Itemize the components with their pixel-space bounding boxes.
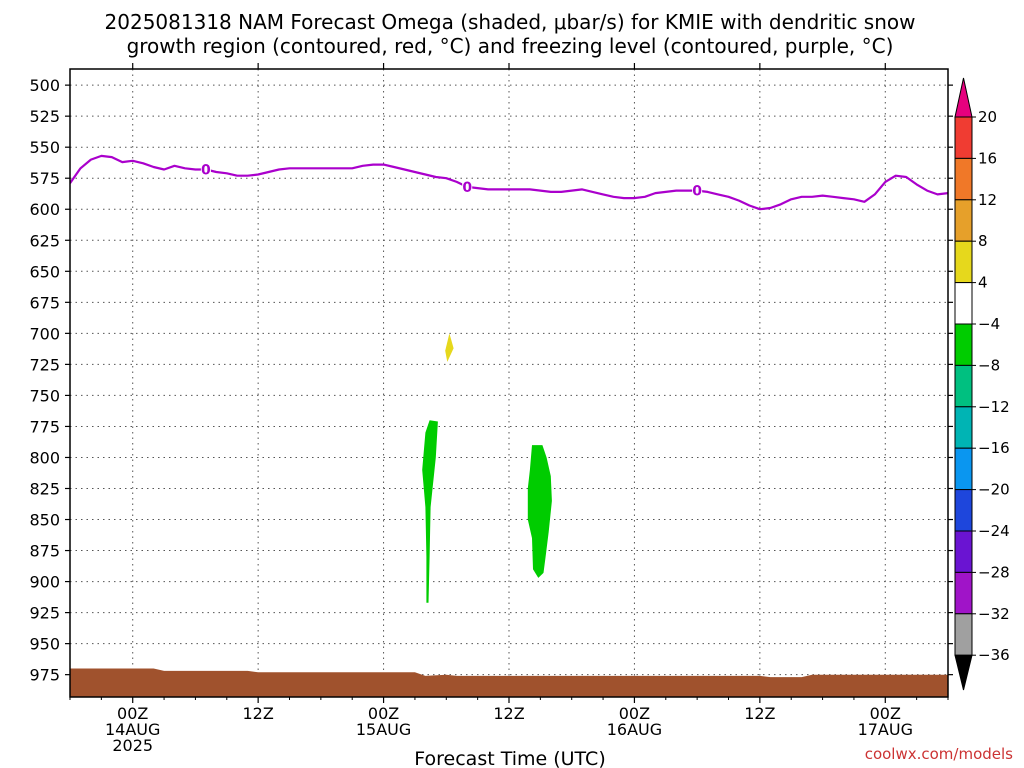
y-tick-label: 975 [29, 666, 60, 685]
y-tick-label: 625 [29, 231, 60, 250]
x-tick-label: 16AUG [607, 720, 662, 739]
x-tick-label: 2025 [112, 736, 153, 755]
x-tick-label: 00Z [368, 704, 399, 723]
colorbar-band [954, 364, 973, 408]
y-tick-label: 800 [29, 448, 60, 467]
x-tick-label: 15AUG [356, 720, 411, 739]
omega-shading [422, 333, 552, 603]
omega-region [422, 420, 438, 603]
x-tick-label: 00Z [117, 704, 148, 723]
y-tick-label: 750 [29, 386, 60, 405]
colorbar-tick-label: −20 [978, 481, 1010, 499]
colorbar-tick-label: −24 [978, 522, 1010, 540]
colorbar-tick-label: 20 [978, 108, 997, 126]
freezing-level-label: 0 [201, 163, 211, 179]
y-tick-label: 950 [29, 635, 60, 654]
colorbar-triangle-top [954, 77, 973, 118]
colorbar-tick-label: 12 [978, 191, 997, 209]
colorbar-tick-label: −36 [978, 646, 1010, 664]
colorbar-band [954, 157, 973, 201]
x-tick-label: 12Z [744, 704, 775, 723]
y-tick-label: 725 [29, 355, 60, 374]
colorbar-band [954, 323, 973, 366]
omega-region [527, 445, 552, 578]
chart-title-line-2: growth region (contoured, red, °C) and f… [127, 34, 894, 58]
colorbar-tick-label: −16 [978, 439, 1010, 457]
contour-label-bg [692, 182, 703, 198]
y-tick-label: 900 [29, 573, 60, 592]
x-tick-label: 00Z [619, 704, 650, 723]
colorbar-band [954, 571, 973, 615]
colorbar-tick-label: 8 [978, 232, 988, 250]
colorbar-tick-label: −32 [978, 605, 1010, 623]
y-tick-label: 675 [29, 293, 60, 312]
colorbar-band [954, 406, 973, 449]
colorbar-tick-label: −8 [978, 356, 1000, 374]
freezing-level-label: 0 [692, 184, 702, 200]
colorbar-tick-label: 16 [978, 149, 997, 167]
credit-text: coolwx.com/models [865, 745, 1013, 763]
plot-area: 0 0 0 500 525 550 575 600 625 650 675 700 725 750 775 8… [29, 63, 953, 755]
y-tick-label: 775 [29, 417, 60, 436]
contour-label-bg [462, 178, 473, 194]
omega-region [445, 333, 454, 362]
chart-title-line-1: 2025081318 NAM Forecast Omega (shaded, μ… [105, 10, 916, 34]
y-tick-label: 600 [29, 200, 60, 219]
colorbar-band [954, 199, 973, 242]
x-tick-label: 12Z [242, 704, 273, 723]
freezing-level-line [70, 154, 948, 211]
y-tick-label: 850 [29, 511, 60, 530]
colorbar-band [954, 530, 973, 573]
colorbar-band [954, 489, 973, 532]
colorbar-tick-label: −28 [978, 563, 1010, 581]
y-tick-label: 525 [29, 107, 60, 126]
y-tick-label: 875 [29, 542, 60, 561]
colorbar-band [954, 240, 973, 284]
colorbar-band [954, 116, 973, 159]
colorbar-tick-label: −4 [978, 315, 1000, 333]
x-tick-label: 14AUG [105, 720, 160, 739]
y-tick-label: 575 [29, 169, 60, 188]
y-tick-label: 500 [29, 76, 60, 95]
colorbar-tick-label: 4 [978, 274, 988, 292]
colorbar-band [954, 447, 973, 491]
colorbar-tick-label: −12 [978, 398, 1010, 416]
y-tick-label: 550 [29, 138, 60, 157]
x-tick-label: 17AUG [858, 720, 913, 739]
x-axis-label: Forecast Time (UTC) [414, 748, 605, 768]
y-tick-label: 925 [29, 604, 60, 623]
colorbar-band [954, 282, 973, 325]
colorbar: 20 16 12 8 4 −4 −8 −12 −16 −20 −24 −28 −32 −36 [954, 77, 1010, 691]
contour-label-bg [200, 161, 211, 177]
colorbar-triangle-bottom [954, 654, 973, 691]
freezing-level-label: 0 [462, 180, 472, 196]
y-tick-label: 700 [29, 324, 60, 343]
terrain [70, 668, 948, 697]
y-tick-label: 650 [29, 262, 60, 281]
y-tick-label: 825 [29, 479, 60, 498]
x-tick-label: 12Z [493, 704, 524, 723]
colorbar-band [954, 613, 973, 656]
x-tick-label: 00Z [870, 704, 901, 723]
grid [70, 69, 948, 697]
